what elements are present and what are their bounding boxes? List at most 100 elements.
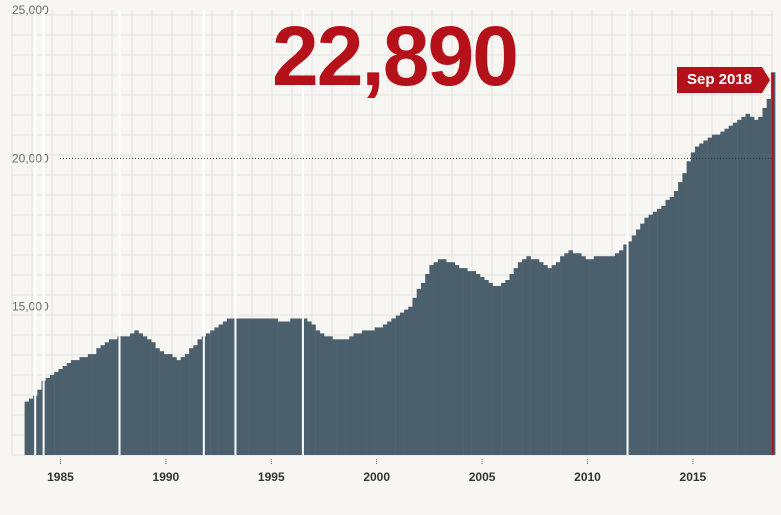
- bar: [294, 318, 299, 455]
- bar: [168, 354, 173, 455]
- x-tick-label: 1985: [47, 470, 74, 484]
- latest-date-badge: Sep 2018: [677, 67, 771, 93]
- bar: [58, 369, 63, 455]
- bar: [572, 253, 578, 455]
- bar: [741, 116, 746, 456]
- bar: [151, 342, 156, 455]
- bar: [408, 306, 413, 455]
- bar: [416, 288, 422, 455]
- bar: [189, 348, 194, 455]
- bar: [678, 182, 683, 455]
- bar: [159, 351, 165, 455]
- bar: [286, 321, 291, 455]
- bar: [703, 140, 708, 455]
- bar: [142, 336, 148, 455]
- bar: [222, 321, 228, 455]
- bar: [298, 318, 304, 455]
- bar: [193, 345, 198, 455]
- bar: [673, 191, 679, 455]
- bar: [593, 256, 599, 455]
- bar: [155, 348, 160, 455]
- bar: [631, 235, 637, 455]
- bar: [598, 256, 603, 455]
- bar: [699, 143, 704, 455]
- bar: [378, 327, 384, 455]
- bar: [374, 327, 380, 455]
- bar: [501, 282, 506, 455]
- bar: [391, 318, 396, 455]
- bar: [290, 318, 295, 455]
- bar: [454, 265, 460, 455]
- bar: [336, 339, 342, 455]
- bar: [610, 256, 616, 455]
- bar: [104, 342, 110, 455]
- bar: [442, 259, 447, 455]
- bar: [606, 256, 611, 455]
- bar: [526, 256, 531, 455]
- bar: [509, 274, 514, 455]
- bar: [366, 330, 371, 455]
- bar: [54, 371, 59, 455]
- bar: [484, 280, 489, 455]
- bar: [467, 271, 472, 455]
- bar: [480, 277, 485, 455]
- bar: [522, 259, 527, 455]
- x-axis: 1985 1990 1995 2000 2005 2010 2015: [47, 459, 707, 484]
- bar: [619, 250, 624, 455]
- y-tick-label: 25,000: [12, 3, 49, 17]
- bar: [762, 107, 767, 456]
- bar: [589, 259, 595, 455]
- bar: [602, 256, 607, 455]
- bar: [475, 274, 481, 455]
- bar: [492, 285, 498, 455]
- bar: [328, 336, 333, 455]
- bar: [387, 321, 392, 455]
- bar: [754, 119, 759, 456]
- bar: [71, 360, 76, 455]
- bar: [370, 330, 375, 455]
- y-tick-label: 15,000: [12, 300, 49, 314]
- bar: [463, 268, 468, 455]
- bar: [302, 318, 308, 455]
- bar: [361, 330, 367, 455]
- bar: [324, 336, 329, 455]
- bar: [163, 354, 169, 455]
- bar: [539, 262, 544, 455]
- bar: [564, 253, 569, 455]
- bar: [383, 324, 388, 455]
- gap-lines: [34, 10, 629, 455]
- bar: [758, 116, 763, 456]
- bar: [180, 357, 186, 455]
- bar: [690, 152, 696, 455]
- bar: [138, 333, 143, 455]
- bar: [49, 374, 55, 455]
- bar: [277, 321, 283, 455]
- bar: [134, 330, 139, 455]
- bar: [732, 122, 738, 455]
- bar: [496, 285, 502, 455]
- x-tick-label: 2005: [469, 470, 496, 484]
- bar: [505, 280, 510, 455]
- bar: [716, 134, 721, 455]
- bar: [745, 113, 751, 456]
- bar: [235, 318, 240, 455]
- bar: [87, 354, 93, 455]
- bar: [711, 134, 717, 455]
- y-tick-label: 20,000: [12, 151, 49, 165]
- bar: [269, 318, 274, 455]
- bar: [205, 333, 211, 455]
- bar: [399, 312, 405, 455]
- bar: [412, 297, 417, 455]
- bar: [661, 205, 666, 455]
- bar: [252, 318, 257, 455]
- bar: [227, 318, 232, 455]
- headline-value: 22,890: [272, 9, 519, 103]
- bar: [669, 196, 675, 455]
- bar: [555, 262, 561, 455]
- bar: [214, 327, 219, 455]
- bar: [96, 348, 101, 455]
- bar: [766, 99, 772, 455]
- bar: [534, 259, 540, 455]
- bar: [513, 268, 519, 455]
